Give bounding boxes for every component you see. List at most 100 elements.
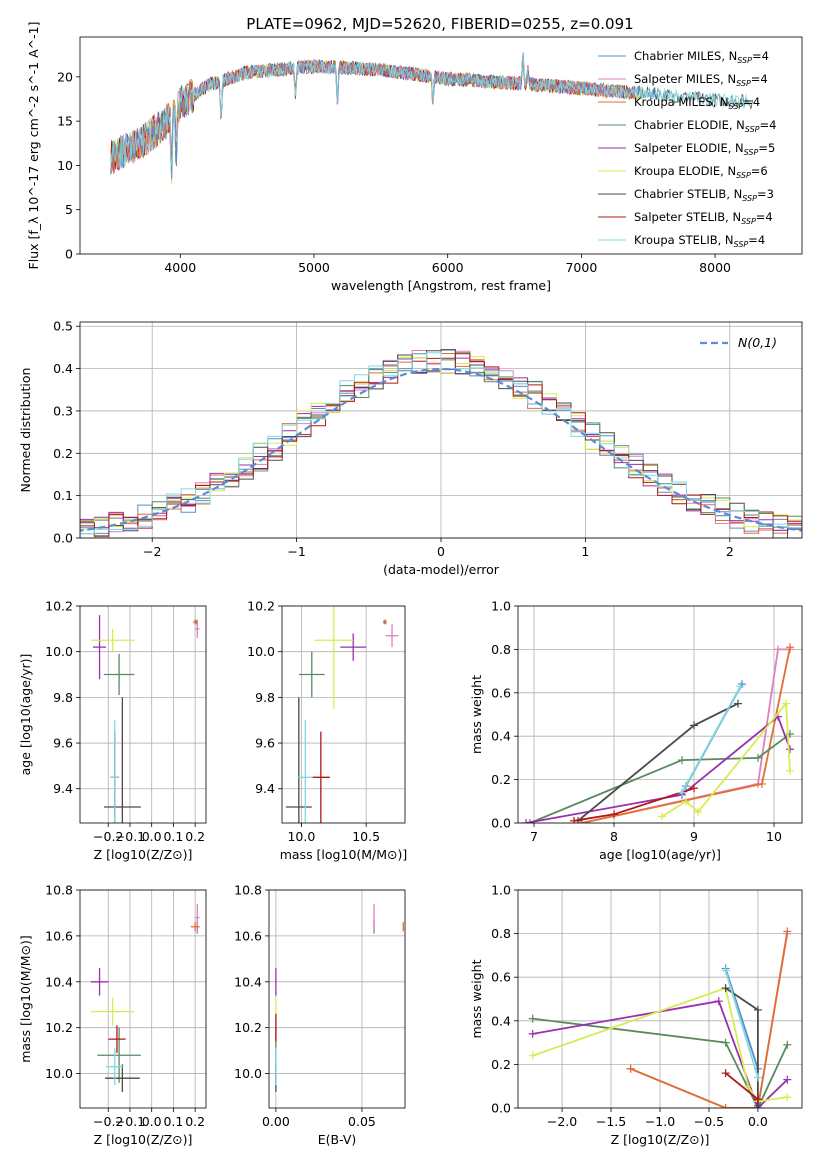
- x-axis-label: age [log10(age/yr)]: [599, 847, 721, 862]
- data-point: [786, 745, 794, 754]
- x-tick-label: 0.00: [262, 1114, 290, 1129]
- axes-frame: [517, 605, 803, 824]
- axes-frame: [79, 321, 803, 539]
- y-axis-label: mass [log10(M/M⊙)]: [18, 935, 33, 1063]
- y-tick-label: 10.0: [247, 644, 275, 659]
- errorbar-point: [314, 606, 354, 709]
- errorbar-point: [195, 619, 200, 638]
- y-tick-label: 9.6: [255, 736, 275, 751]
- data-point: [610, 810, 618, 819]
- errorbar-point: [93, 615, 107, 680]
- y-axis-label: mass weight: [469, 959, 484, 1038]
- x-tick-label: −0.2: [93, 1114, 123, 1129]
- x-tick-label: −2.0: [547, 1114, 577, 1129]
- legend-entry: Kroupa STELIB, NSSP=4: [634, 233, 765, 249]
- panel-weight_vs_Z: −2.0 −1.5 −1.0 −0.5 0.0 0.0 0.2 0.4 0.6 0.8 1.0 Z […: [469, 883, 803, 1147]
- legend-entry: Salpeter STELIB, NSSP=4: [634, 210, 773, 226]
- plot-area: [285, 606, 399, 823]
- y-tick-label: 0.0: [491, 816, 511, 831]
- x-tick-label: 0.05: [348, 1114, 376, 1129]
- x-axis-label: (data-model)/error: [383, 562, 500, 577]
- y-tick-label: 10.8: [234, 883, 262, 898]
- legend-entry: Chabrier ELODIE, NSSP=4: [634, 118, 776, 134]
- y-tick-label: 0.4: [53, 361, 73, 376]
- series-line: [532, 1017, 789, 1108]
- x-tick-label: 5000: [298, 260, 330, 275]
- data-point: [678, 788, 686, 797]
- data-point: [690, 784, 698, 793]
- data-point: [694, 808, 702, 817]
- data-point: [782, 699, 790, 708]
- plot-area: [90, 903, 200, 1092]
- y-tick-label: 0.0: [53, 531, 73, 546]
- data-point: [783, 1075, 792, 1084]
- gridlines: [518, 889, 802, 1109]
- y-tick-label: 10.0: [45, 1066, 73, 1081]
- x-tick-label: 4000: [164, 260, 196, 275]
- series-line: [724, 968, 759, 1070]
- plot-area: [80, 349, 802, 538]
- y-tick-label: 10.4: [45, 974, 73, 989]
- y-axis-label: Flux [f_λ 10^-17 erg cm^-2 s^-1 A^-1]: [26, 22, 41, 270]
- errorbar-point: [190, 922, 200, 932]
- axes-frame: [517, 889, 803, 1109]
- y-tick-label: 9.8: [53, 690, 73, 705]
- x-axis-label: E(B-V): [318, 1132, 357, 1147]
- series-line: [577, 702, 739, 822]
- x-tick-label: 8000: [699, 260, 731, 275]
- data-point: [783, 1040, 792, 1049]
- x-tick-label: −1.0: [645, 1114, 675, 1129]
- errorbar-point: [90, 628, 135, 652]
- series-line: [581, 647, 791, 823]
- spectrum-line: [110, 57, 635, 179]
- x-tick-label: 0.1: [163, 1114, 183, 1129]
- y-tick-label: 5: [65, 202, 73, 217]
- y-tick-label: 0.6: [491, 685, 511, 700]
- spectrum-line: [110, 53, 642, 172]
- gridlines: [80, 605, 206, 823]
- x-tick-label: −1: [287, 544, 305, 559]
- errorbar-point: [340, 633, 367, 661]
- x-tick-label: 8: [610, 829, 618, 844]
- errorbar-point: [104, 1064, 140, 1092]
- errorbar-point: [90, 997, 135, 1026]
- y-tick-label: 10.2: [45, 599, 73, 614]
- x-axis-label: wavelength [Angstrom, rest frame]: [331, 278, 551, 293]
- gridlines: [269, 889, 405, 1108]
- errorbar-point: [108, 1025, 126, 1053]
- errorbar-point: [90, 968, 109, 996]
- errorbar-point: [298, 651, 325, 698]
- legend-entry: N(0,1): [738, 335, 777, 350]
- spectrum-line: [110, 59, 629, 171]
- x-tick-label: −2: [143, 544, 161, 559]
- x-tick-label: 10.0: [287, 829, 315, 844]
- data-point: [736, 682, 745, 691]
- data-point: [570, 816, 578, 823]
- plot-area: [528, 927, 792, 1108]
- series-line: [529, 733, 791, 823]
- spectrum-line: [110, 59, 609, 182]
- y-tick-label: 0.2: [53, 446, 73, 461]
- errorbar-point: [384, 619, 387, 625]
- y-tick-label: 10.2: [234, 1020, 262, 1035]
- panel-age_vs_mass: 10.0 10.5 9.4 9.6 9.8 10.0 10.2 mass [log10(M/M…: [247, 599, 407, 863]
- data-point: [714, 997, 723, 1006]
- data-point: [658, 812, 666, 821]
- axes-frame: [281, 605, 406, 824]
- y-tick-label: 9.4: [255, 781, 275, 796]
- data-point: [626, 1064, 635, 1073]
- data-point: [783, 927, 792, 936]
- errorbar-point: [110, 720, 120, 823]
- legend-entry: Salpeter ELODIE, NSSP=5: [634, 141, 775, 157]
- y-tick-label: 10.4: [234, 974, 262, 989]
- y-axis-label: mass weight: [469, 675, 484, 754]
- y-tick-label: 20: [57, 69, 73, 84]
- y-tick-label: 0.4: [491, 729, 511, 744]
- data-point: [678, 756, 686, 765]
- y-tick-label: 10.6: [234, 928, 262, 943]
- errorbar-point: [192, 619, 198, 625]
- legend-entry: Salpeter MILES, NSSP=4: [634, 72, 768, 88]
- y-tick-label: 0.8: [491, 926, 511, 941]
- data-point: [721, 1069, 730, 1078]
- x-tick-label: −0.1: [115, 1114, 145, 1129]
